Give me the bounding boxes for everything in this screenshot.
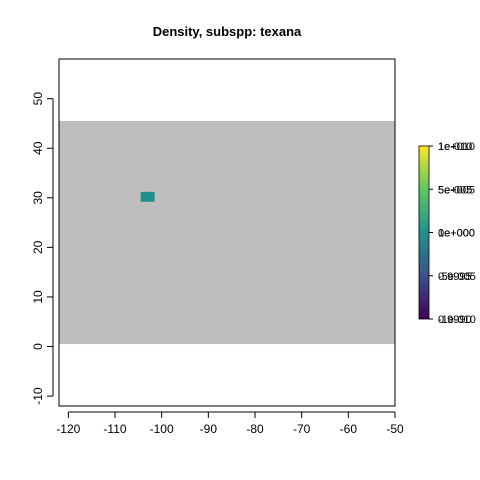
x-tick-label: -120 xyxy=(56,422,80,436)
na-region-layer xyxy=(59,120,395,345)
y-tick-label: 20 xyxy=(31,240,45,254)
colorbar xyxy=(418,145,430,320)
colorbar-label: 1e-010 xyxy=(438,141,472,153)
plot-area xyxy=(58,58,396,407)
x-axis: -120 -110 -100 -90 -80 -70 -60 -50 xyxy=(56,411,404,436)
y-tick-label: 30 xyxy=(31,191,45,205)
colorbar-label: 1e+010 xyxy=(438,141,475,153)
chart-title: Density, subspp: texana xyxy=(153,24,302,39)
x-tick-label: -100 xyxy=(150,422,174,436)
colorbar-label: 5e-005 xyxy=(438,184,472,196)
y-tick-label: 50 xyxy=(31,92,45,106)
colorbar-label: 0.9995 xyxy=(438,271,472,283)
colorbar-label: -1e-010 xyxy=(438,314,476,326)
y-axis: -10 0 10 20 30 40 50 xyxy=(31,92,54,405)
x-tick-label: -50 xyxy=(386,422,404,436)
y-tick-label: 0 xyxy=(31,343,45,350)
x-tick-label: -60 xyxy=(340,422,358,436)
colorbar-label: 1e+000 xyxy=(438,228,475,240)
y-tick-label: 40 xyxy=(31,141,45,155)
colorbar-label: 0e+000 xyxy=(438,228,475,240)
colorbar-label: -5e-005 xyxy=(438,271,476,283)
x-tick-label: -80 xyxy=(246,422,264,436)
x-tick-label: -90 xyxy=(200,422,218,436)
y-tick-label: -10 xyxy=(31,387,45,405)
x-tick-label: -110 xyxy=(103,422,126,436)
na-region xyxy=(59,120,395,345)
y-tick-label: 10 xyxy=(31,290,45,304)
plot-frame xyxy=(58,58,396,407)
colorbar-label: 5e+005 xyxy=(438,184,475,196)
colorbar-label: 0.9990 xyxy=(438,314,472,326)
density-cell-layer xyxy=(140,191,155,202)
x-tick-label: -70 xyxy=(293,422,311,436)
density-cell xyxy=(140,191,155,202)
